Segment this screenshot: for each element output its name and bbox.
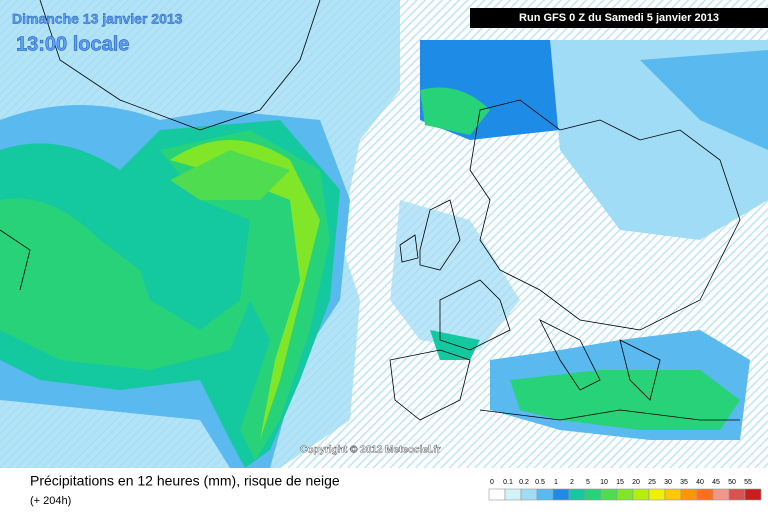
- legend-label: 2: [570, 479, 574, 486]
- legend-label: 0.5: [535, 479, 545, 486]
- legend-swatch: [552, 488, 570, 501]
- legend-swatch: [568, 488, 586, 501]
- map-field: [0, 0, 768, 468]
- legend-swatch: [584, 488, 602, 501]
- legend-label: 15: [616, 479, 624, 486]
- legend-label: 40: [696, 479, 704, 486]
- legend-swatch: [696, 488, 714, 501]
- legend-swatch: [600, 488, 618, 501]
- legend-swatch: [728, 488, 746, 501]
- legend-label: 1: [554, 479, 558, 486]
- legend-swatch: [520, 488, 538, 501]
- legend-label: 25: [648, 479, 656, 486]
- legend-label: 0.2: [519, 479, 529, 486]
- legend-swatch: [648, 488, 666, 501]
- legend-label: 0.1: [503, 479, 513, 486]
- legend-label: 10: [600, 479, 608, 486]
- legend-swatch: [488, 488, 506, 501]
- run-label: Run GFS 0 Z du Samedi 5 janvier 2013: [519, 12, 719, 24]
- legend-label: 45: [712, 479, 720, 486]
- legend-swatch: [664, 488, 682, 501]
- legend-label: 5: [586, 479, 590, 486]
- legend: 0 0.1 0.2 0.5 1 2 5 10 15 20 25 30 35 40 45 50 55: [488, 479, 762, 501]
- legend-label: 55: [744, 479, 752, 486]
- lead-time: (+ 204h): [30, 495, 71, 507]
- legend-label: 20: [632, 479, 640, 486]
- legend-label: 35: [680, 479, 688, 486]
- legend-swatch: [504, 488, 522, 501]
- date-label: Dimanche 13 janvier 2013: [12, 11, 183, 27]
- run-box: [470, 8, 768, 28]
- legend-swatch: [632, 488, 650, 501]
- legend-label: 30: [664, 479, 672, 486]
- legend-swatch: [616, 488, 634, 501]
- legend-swatch: [712, 488, 730, 501]
- copyright: Copyright © 2012 Meteociel.fr: [300, 445, 441, 456]
- legend-swatch: [680, 488, 698, 501]
- coastlines: [0, 0, 741, 421]
- legend-swatch: [744, 488, 762, 501]
- legend-label: 50: [728, 479, 736, 486]
- legend-swatch: [536, 488, 554, 501]
- footer-title: Précipitations en 12 heures (mm), risque…: [30, 473, 340, 489]
- legend-label: 0: [490, 479, 494, 486]
- time-label: 13:00 locale: [16, 33, 129, 55]
